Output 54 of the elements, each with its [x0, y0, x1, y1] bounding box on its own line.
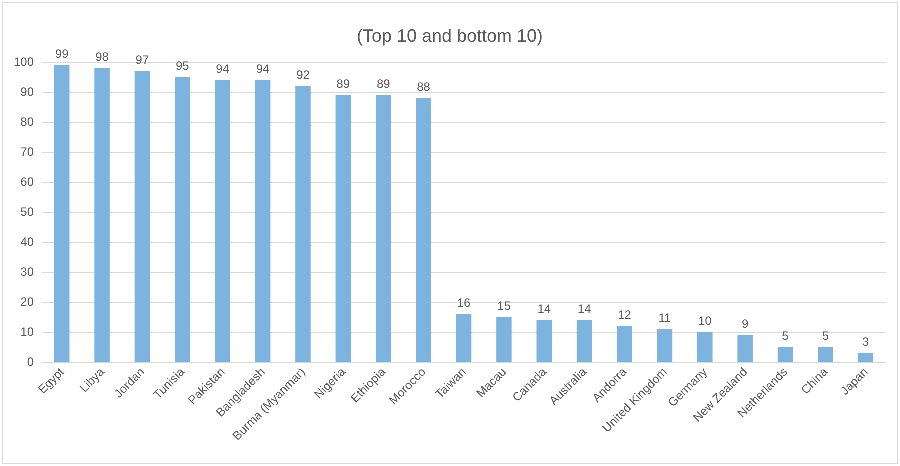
bar	[376, 95, 392, 362]
data-label: 95	[176, 59, 190, 73]
bar	[778, 347, 794, 362]
bar	[738, 335, 753, 362]
data-label: 12	[618, 308, 632, 322]
data-label: 5	[782, 329, 790, 343]
bar	[336, 95, 352, 362]
bar	[54, 65, 70, 362]
y-tick-label: 100	[14, 55, 34, 69]
bar	[94, 68, 110, 362]
bar	[416, 98, 432, 362]
bar	[175, 77, 190, 362]
bar	[576, 320, 592, 362]
data-label: 92	[296, 68, 310, 82]
bar	[134, 71, 150, 362]
bar	[496, 317, 512, 362]
data-label: 89	[376, 77, 391, 91]
bar	[858, 353, 874, 362]
bar	[215, 80, 230, 362]
bar	[536, 320, 552, 362]
data-label: 88	[417, 80, 431, 94]
data-label: 14	[538, 302, 552, 316]
bar	[617, 326, 632, 362]
data-label: 9	[742, 317, 749, 331]
y-tick-label: 60	[20, 175, 34, 189]
y-tick-label: 50	[20, 205, 34, 219]
data-label: 97	[136, 53, 150, 67]
y-tick-label: 70	[20, 145, 34, 159]
data-label: 16	[457, 296, 471, 310]
bar	[255, 80, 271, 362]
chart-title: (Top 10 and bottom 10)	[356, 26, 544, 46]
data-label: 98	[96, 50, 110, 64]
y-tick-label: 80	[20, 115, 34, 129]
bar	[818, 347, 834, 362]
y-tick-label: 90	[20, 85, 34, 99]
y-tick-label: 10	[20, 325, 34, 339]
data-label: 94	[256, 62, 270, 76]
bar	[698, 332, 713, 362]
data-label: 89	[336, 77, 350, 91]
data-label: 94	[216, 62, 230, 76]
data-label: 11	[658, 311, 672, 325]
data-label: 99	[55, 47, 70, 61]
data-label: 3	[862, 335, 870, 349]
bar	[657, 329, 673, 362]
bar	[456, 314, 472, 362]
data-label: 14	[578, 302, 592, 316]
data-label: 5	[822, 329, 830, 343]
y-tick-label: 30	[20, 265, 34, 279]
bar	[296, 86, 311, 362]
y-tick-label: 20	[20, 295, 34, 309]
y-tick-label: 0	[27, 355, 34, 369]
data-label: 10	[698, 314, 712, 328]
y-tick-label: 40	[20, 235, 34, 249]
data-label: 15	[498, 299, 512, 313]
